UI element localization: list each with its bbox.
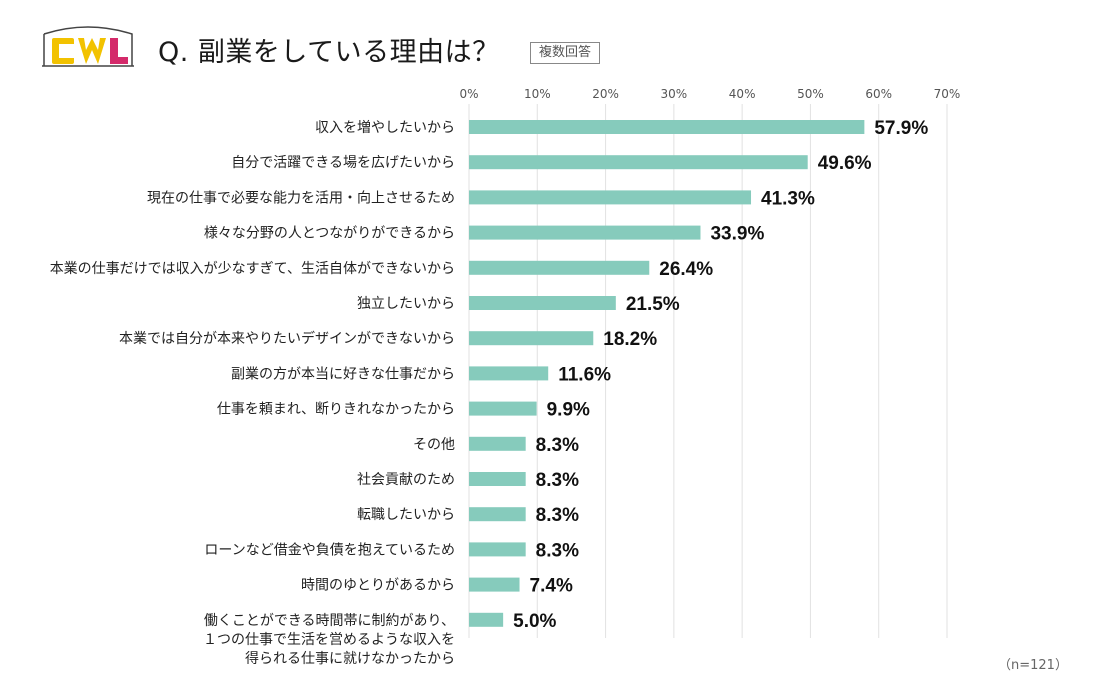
value-label: 9.9%: [547, 400, 590, 421]
bar: [469, 331, 594, 346]
value-label: 7.4%: [530, 576, 573, 597]
x-tick-label: 20%: [592, 87, 619, 101]
value-label: 18.2%: [603, 329, 657, 350]
value-label: 33.9%: [710, 224, 764, 245]
bar: [469, 260, 650, 275]
value-label: 57.9%: [874, 118, 928, 139]
bar: [469, 155, 808, 170]
multiple-answer-badge: 複数回答: [530, 42, 601, 64]
category-label: 収入を増やしたいから: [315, 120, 455, 136]
bar: [469, 190, 752, 205]
value-label: 8.3%: [536, 540, 579, 561]
value-label: 26.4%: [659, 259, 713, 280]
bar: [469, 472, 526, 486]
bar: [469, 225, 701, 240]
x-tick-label: 0%: [459, 87, 478, 101]
x-tick-label: 50%: [797, 87, 824, 101]
category-label: 時間のゆとりがあるから: [301, 578, 455, 594]
category-label: その他: [413, 437, 455, 453]
value-label: 8.3%: [536, 470, 579, 491]
bar: [469, 296, 616, 310]
category-label: 仕事を頼まれ、断りきれなかったから: [217, 402, 455, 418]
value-label: 11.6%: [558, 364, 611, 385]
bar: [469, 120, 865, 134]
cwl-logo-graphic: [42, 26, 134, 67]
sample-size-note: （n=121）: [998, 658, 1068, 673]
category-label: 自分で活躍できる場を広げたいから: [231, 155, 455, 171]
category-label: 社会貢献のため: [357, 472, 455, 488]
x-tick-label: 60%: [865, 87, 892, 101]
bar: [469, 542, 526, 557]
category-label: 本業の仕事だけでは収入が少なすぎて、生活自体ができないから: [50, 261, 455, 277]
x-tick-label: 10%: [524, 87, 551, 101]
bar: [469, 436, 526, 451]
bar: [469, 401, 537, 416]
bar: [469, 366, 549, 381]
chart-title: Q. 副業をしている理由は？: [158, 37, 500, 68]
value-label: 8.3%: [536, 505, 579, 526]
cwl-logo: [42, 24, 134, 68]
category-label: 現在の仕事で必要な能力を活用・向上させるため: [147, 190, 455, 206]
x-tick-label: 40%: [729, 87, 756, 101]
bar: [469, 507, 526, 522]
x-tick-label: 30%: [661, 87, 688, 101]
value-label: 5.0%: [513, 611, 556, 632]
category-label: 副業の方が本当に好きな仕事だから: [231, 366, 455, 382]
category-label: １つの仕事で生活を営めるような収入を: [203, 632, 455, 648]
bar: [469, 577, 520, 592]
category-label: 得られる仕事に就けなかったから: [245, 650, 455, 667]
category-label: 様々な分野の人とつながりができるから: [204, 226, 455, 242]
value-label: 49.6%: [818, 153, 872, 174]
category-label: 本業では自分が本来やりたいデザインができないから: [119, 330, 455, 347]
value-label: 21.5%: [626, 294, 680, 315]
category-label: 転職したいから: [357, 507, 455, 523]
bar: [469, 612, 504, 627]
category-label: ローンなど借金や負債を抱えているため: [204, 542, 455, 558]
category-label: 働くことができる時間帯に制約があり、: [204, 613, 455, 629]
value-label: 41.3%: [761, 188, 815, 209]
category-label: 独立したいから: [357, 296, 455, 312]
x-tick-label: 70%: [934, 87, 961, 101]
value-label: 8.3%: [536, 435, 579, 456]
